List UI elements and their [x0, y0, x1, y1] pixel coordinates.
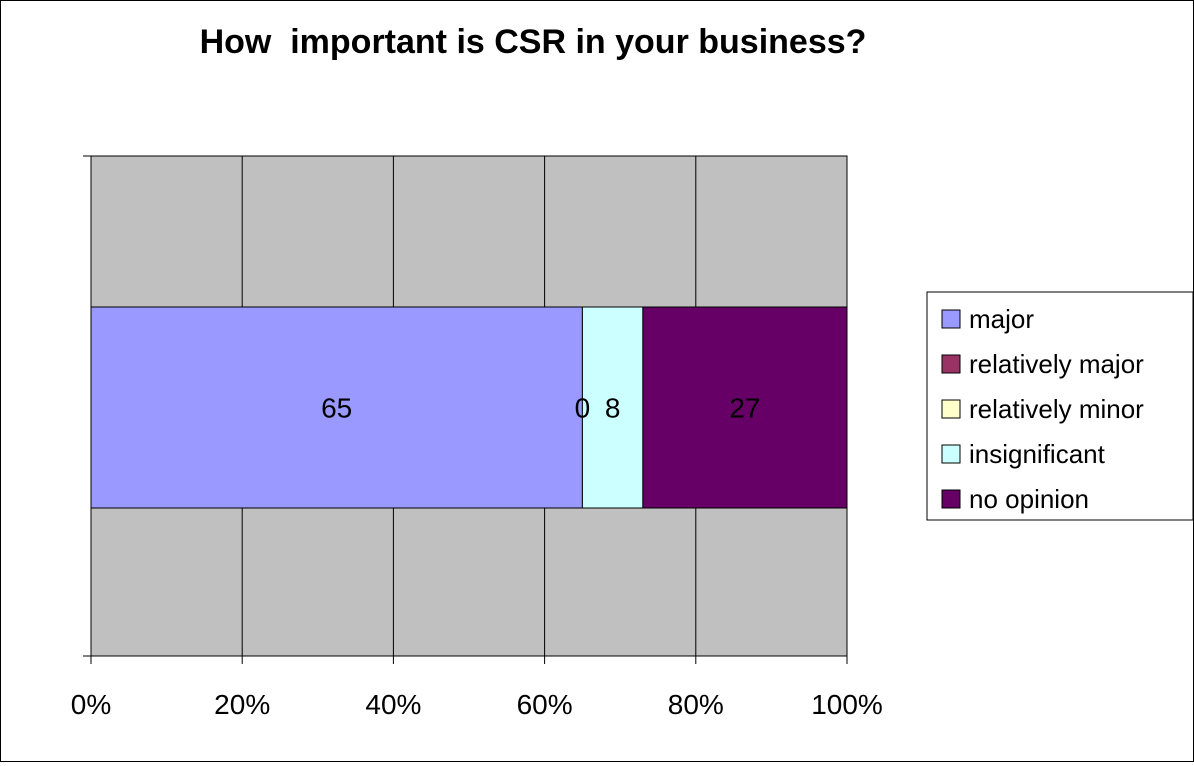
legend-swatch-0: [941, 309, 961, 329]
legend-label-1: relatively major: [969, 349, 1144, 379]
data-labels: 65 0 8 27: [321, 393, 760, 424]
chart-title: How important is CSR in your business?: [200, 23, 867, 61]
legend-label-3: insignificant: [969, 439, 1106, 469]
x-tick-label-1: 20%: [214, 689, 270, 720]
x-tick-label-4: 80%: [668, 689, 724, 720]
legend-swatch-2: [941, 399, 961, 419]
legend-box: [926, 291, 1194, 521]
data-label-0: 65: [321, 393, 352, 424]
legend-label-2: relatively minor: [969, 394, 1144, 424]
x-tick-label-3: 60%: [517, 689, 573, 720]
bar-segment-4: [642, 306, 848, 509]
x-axis-ticks: 0% 20% 40% 60% 80% 100%: [71, 656, 883, 720]
legend-swatch-4: [941, 489, 961, 509]
x-tick-label-5: 100%: [811, 689, 883, 720]
data-label-2: 0: [575, 393, 591, 424]
legend-label-0: major: [969, 304, 1034, 334]
legend-swatch-1: [941, 354, 961, 374]
x-tick-label-0: 0%: [71, 689, 111, 720]
legend: major relatively major relatively minor ins…: [926, 291, 1194, 521]
data-label-4: 27: [729, 393, 760, 424]
bar-segment-3: [581, 306, 644, 509]
x-tick-label-2: 40%: [365, 689, 421, 720]
data-label-3: 8: [605, 393, 621, 424]
legend-label-4: no opinion: [969, 484, 1089, 514]
legend-swatch-3: [941, 444, 961, 464]
